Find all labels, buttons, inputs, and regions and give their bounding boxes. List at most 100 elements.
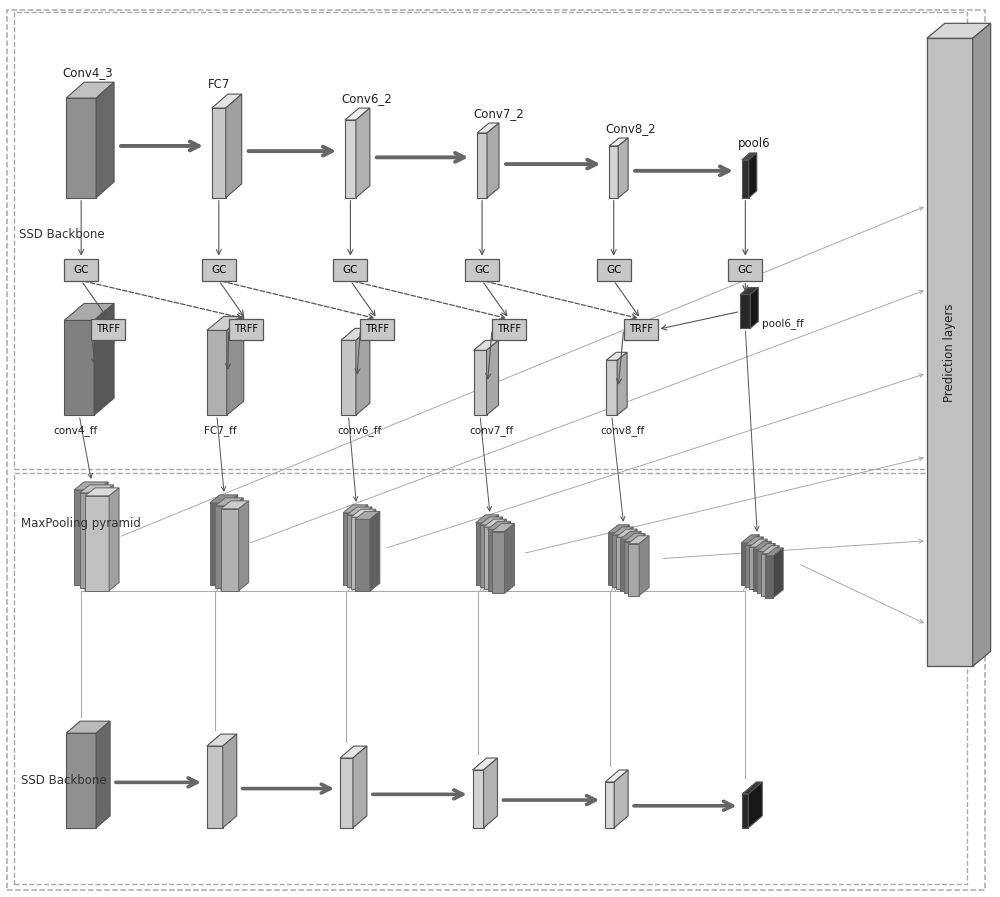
Polygon shape (474, 351, 487, 415)
Polygon shape (620, 531, 641, 539)
Polygon shape (228, 495, 238, 585)
Polygon shape (927, 39, 973, 666)
Polygon shape (343, 513, 358, 585)
Polygon shape (480, 517, 502, 525)
Polygon shape (343, 505, 368, 513)
Polygon shape (635, 534, 645, 593)
Polygon shape (221, 501, 249, 509)
Polygon shape (345, 108, 370, 120)
Polygon shape (347, 507, 372, 515)
Polygon shape (493, 517, 502, 587)
FancyBboxPatch shape (64, 258, 98, 281)
Polygon shape (624, 534, 645, 542)
FancyBboxPatch shape (360, 319, 394, 340)
Text: GC: GC (343, 265, 358, 274)
Polygon shape (353, 746, 367, 828)
Polygon shape (362, 507, 372, 587)
Polygon shape (627, 529, 637, 589)
Polygon shape (473, 758, 498, 770)
Polygon shape (742, 152, 757, 160)
FancyBboxPatch shape (465, 258, 499, 281)
Polygon shape (226, 94, 242, 197)
Polygon shape (745, 544, 753, 587)
Polygon shape (769, 545, 779, 596)
Polygon shape (96, 83, 114, 197)
Text: TRFF: TRFF (234, 325, 258, 335)
Polygon shape (480, 525, 493, 587)
Polygon shape (488, 529, 500, 591)
Polygon shape (355, 511, 380, 519)
Text: conv7_ff: conv7_ff (469, 425, 513, 436)
Polygon shape (497, 519, 506, 589)
Polygon shape (749, 539, 767, 547)
Polygon shape (356, 328, 370, 415)
Polygon shape (753, 537, 763, 587)
Polygon shape (504, 524, 514, 593)
Polygon shape (612, 527, 633, 535)
Polygon shape (474, 340, 499, 351)
Polygon shape (616, 529, 637, 537)
Polygon shape (223, 734, 237, 828)
Polygon shape (476, 523, 489, 585)
Text: FC7: FC7 (208, 78, 230, 91)
Polygon shape (631, 531, 641, 591)
Text: GC: GC (474, 265, 490, 274)
Polygon shape (476, 515, 499, 523)
Text: conv4_ff: conv4_ff (53, 425, 97, 436)
Polygon shape (74, 482, 108, 490)
Polygon shape (233, 498, 243, 588)
Polygon shape (609, 146, 618, 197)
Polygon shape (341, 340, 356, 415)
Polygon shape (628, 544, 639, 596)
Polygon shape (749, 535, 759, 585)
Polygon shape (927, 23, 991, 39)
FancyBboxPatch shape (597, 258, 631, 281)
FancyBboxPatch shape (91, 319, 125, 340)
Polygon shape (207, 330, 227, 415)
Polygon shape (484, 527, 497, 589)
Polygon shape (741, 543, 749, 585)
Polygon shape (761, 541, 771, 591)
Polygon shape (341, 328, 370, 340)
Polygon shape (608, 525, 629, 533)
Polygon shape (489, 515, 499, 585)
Text: TRFF: TRFF (629, 325, 653, 335)
Polygon shape (761, 553, 769, 596)
Polygon shape (761, 545, 779, 553)
Polygon shape (484, 758, 498, 828)
Text: Conv7_2: Conv7_2 (473, 107, 524, 120)
Text: conv8_ff: conv8_ff (601, 425, 645, 436)
Polygon shape (473, 770, 484, 828)
Polygon shape (757, 544, 775, 552)
Text: TRFF: TRFF (497, 325, 521, 335)
Polygon shape (340, 746, 367, 758)
Polygon shape (487, 123, 499, 197)
Polygon shape (748, 782, 762, 828)
Polygon shape (773, 548, 783, 597)
FancyBboxPatch shape (492, 319, 526, 340)
Polygon shape (765, 544, 775, 593)
Polygon shape (618, 138, 628, 197)
Polygon shape (492, 524, 514, 532)
Text: Conv4_3: Conv4_3 (62, 66, 113, 79)
Polygon shape (98, 482, 108, 585)
Text: TRFF: TRFF (365, 325, 389, 335)
Polygon shape (628, 536, 649, 544)
Polygon shape (487, 340, 499, 415)
FancyBboxPatch shape (333, 258, 367, 281)
Polygon shape (753, 541, 771, 549)
Polygon shape (757, 539, 767, 589)
Polygon shape (608, 533, 619, 585)
Polygon shape (85, 488, 119, 496)
Text: Conv6_2: Conv6_2 (341, 92, 392, 105)
Polygon shape (765, 548, 783, 556)
Polygon shape (484, 519, 506, 527)
Polygon shape (620, 539, 631, 591)
Polygon shape (492, 532, 504, 593)
Polygon shape (64, 320, 94, 415)
Polygon shape (366, 509, 376, 589)
Polygon shape (639, 536, 649, 596)
Polygon shape (351, 518, 366, 589)
Polygon shape (973, 23, 991, 666)
Polygon shape (358, 505, 368, 585)
